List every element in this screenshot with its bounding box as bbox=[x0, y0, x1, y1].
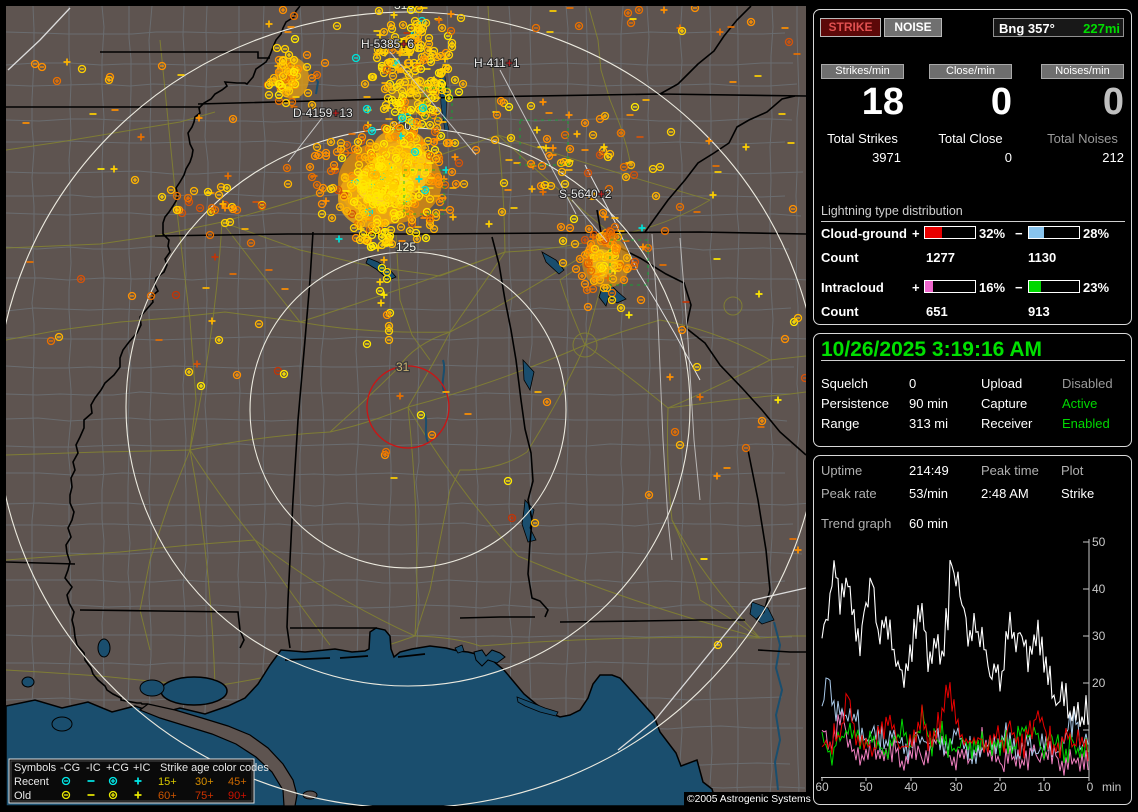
svg-text:Recent: Recent bbox=[14, 776, 49, 788]
svg-text:-IC: -IC bbox=[86, 762, 101, 774]
svg-text:50: 50 bbox=[1092, 535, 1106, 549]
svg-text:D-4159+13: D-4159+13 bbox=[293, 106, 353, 120]
svg-text:60+: 60+ bbox=[158, 790, 177, 802]
svg-text:45+: 45+ bbox=[228, 776, 247, 788]
svg-text:Strike age color codes: Strike age color codes bbox=[160, 762, 269, 774]
svg-text:©2005 Astrogenic Systems: ©2005 Astrogenic Systems bbox=[687, 794, 811, 805]
svg-text:40: 40 bbox=[904, 780, 918, 794]
svg-text:10: 10 bbox=[1037, 780, 1051, 794]
svg-text:H-411+1: H-411+1 bbox=[474, 56, 520, 70]
svg-text:20: 20 bbox=[993, 780, 1007, 794]
svg-text:60: 60 bbox=[815, 780, 829, 794]
svg-text:50: 50 bbox=[859, 780, 873, 794]
svg-text:min: min bbox=[1102, 780, 1121, 794]
svg-text:125: 125 bbox=[396, 240, 416, 254]
svg-text:40: 40 bbox=[1092, 582, 1106, 596]
svg-text:+IC: +IC bbox=[133, 762, 150, 774]
svg-text:313: 313 bbox=[394, 0, 414, 12]
svg-text:0: 0 bbox=[1087, 780, 1094, 794]
svg-text:Symbols: Symbols bbox=[14, 762, 57, 774]
svg-text:+CG: +CG bbox=[106, 762, 129, 774]
svg-text:15+: 15+ bbox=[158, 776, 177, 788]
svg-text:Old: Old bbox=[14, 790, 31, 802]
svg-text:S-5640+2: S-5640+2 bbox=[559, 187, 612, 201]
svg-text:75+: 75+ bbox=[195, 790, 214, 802]
svg-text:-CG: -CG bbox=[60, 762, 80, 774]
svg-text:20: 20 bbox=[1092, 676, 1106, 690]
svg-text:90+: 90+ bbox=[228, 790, 247, 802]
svg-text:H-5385+6: H-5385+6 bbox=[361, 37, 414, 51]
svg-text:30: 30 bbox=[1092, 629, 1106, 643]
svg-text:30: 30 bbox=[949, 780, 963, 794]
svg-text:31: 31 bbox=[396, 360, 410, 374]
svg-text:30+: 30+ bbox=[195, 776, 214, 788]
